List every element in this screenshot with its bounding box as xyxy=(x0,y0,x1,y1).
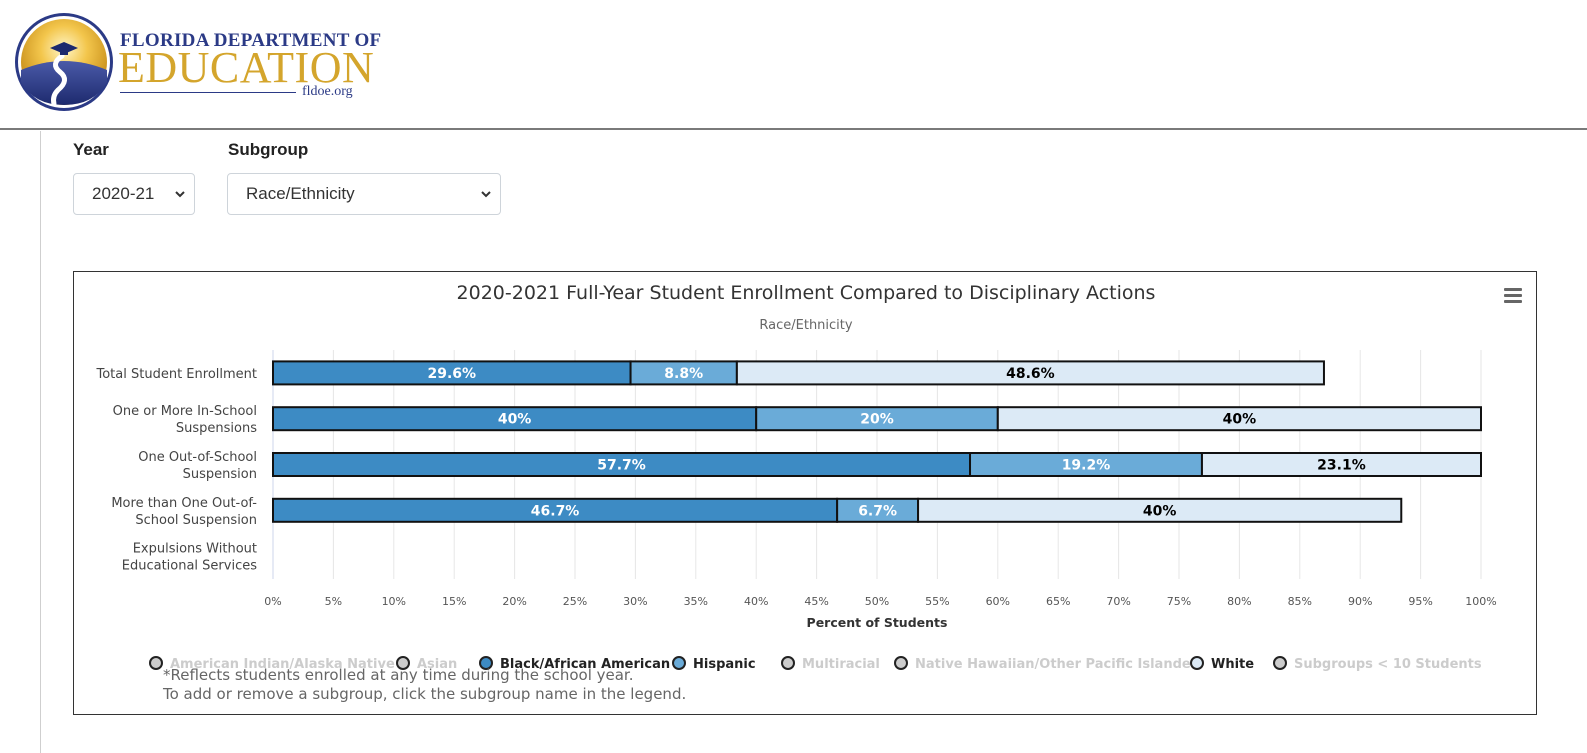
data-label: 40% xyxy=(1223,412,1257,428)
stacked-bar-chart: 2020-2021 Full-Year Student Enrollment C… xyxy=(96,282,1522,672)
x-tick-label: 5% xyxy=(325,595,342,608)
x-tick-label: 50% xyxy=(865,595,889,608)
x-tick-label: 20% xyxy=(502,595,526,608)
x-tick-label: 100% xyxy=(1465,595,1496,608)
legend-label: Black/African American xyxy=(500,657,670,672)
legend-marker xyxy=(1273,656,1287,670)
category-label: More than One Out-of-School Suspension xyxy=(111,496,257,528)
fldoe-logo[interactable]: FLORIDA DEPARTMENT OF EDUCATION fldoe.or… xyxy=(14,12,381,121)
x-tick-label: 10% xyxy=(382,595,406,608)
legend-marker xyxy=(479,656,493,670)
x-axis-title: Percent of Students xyxy=(807,615,948,630)
legend-item[interactable]: Asian xyxy=(396,656,457,672)
legend-item[interactable]: Multiracial xyxy=(781,656,880,672)
note-enrollment: *Reflects students enrolled at any time … xyxy=(163,666,634,684)
data-label: 8.8% xyxy=(664,366,703,382)
x-tick-label: 0% xyxy=(264,595,281,608)
logo-underline xyxy=(120,92,296,93)
legend-item[interactable]: American Indian/Alaska Native xyxy=(149,656,395,672)
site-header: FLORIDA DEPARTMENT OF EDUCATION fldoe.or… xyxy=(0,0,1587,130)
x-tick-label: 15% xyxy=(442,595,466,608)
legend-label: Multiracial xyxy=(802,657,880,672)
x-tick-label: 55% xyxy=(925,595,949,608)
legend-label: Subgroups < 10 Students xyxy=(1294,657,1482,672)
data-label: 57.7% xyxy=(597,458,646,474)
data-label: 40% xyxy=(1143,503,1177,519)
legend-label: White xyxy=(1211,657,1254,672)
x-tick-label: 60% xyxy=(986,595,1010,608)
x-tick-label: 45% xyxy=(804,595,828,608)
category-label: One or More In-School Suspensions xyxy=(113,404,258,436)
chart-container: 2020-2021 Full-Year Student Enrollment C… xyxy=(73,271,1537,715)
logo-site: fldoe.org xyxy=(302,84,353,99)
content-left-border xyxy=(40,131,41,753)
logo-line2: EDUCATION xyxy=(118,43,375,92)
category-labels: Total Student Enrollment One or More In-S… xyxy=(96,367,258,574)
legend-item[interactable]: Hispanic xyxy=(672,656,756,672)
note-legend-instructions: To add or remove a subgroup, click the s… xyxy=(163,685,687,703)
hamburger-menu-icon[interactable] xyxy=(1504,288,1522,303)
subgroup-select[interactable]: Race/Ethnicity xyxy=(227,173,501,215)
x-tick-label: 65% xyxy=(1046,595,1070,608)
year-select-value: 2020-21 xyxy=(92,184,155,203)
subgroup-label: Subgroup xyxy=(228,140,309,159)
chart-title: 2020-2021 Full-Year Student Enrollment C… xyxy=(457,282,1156,304)
legend-label: American Indian/Alaska Native xyxy=(170,657,395,672)
data-label: 20% xyxy=(860,412,894,428)
category-label: Expulsions Without Educational Services xyxy=(122,542,257,574)
x-tick-label: 25% xyxy=(563,595,587,608)
subgroup-select-value: Race/Ethnicity xyxy=(246,184,355,203)
legend-label: Native Hawaiian/Other Pacific Islander xyxy=(915,657,1198,672)
x-tick-label: 90% xyxy=(1348,595,1372,608)
x-tick-label: 35% xyxy=(684,595,708,608)
x-tick-label: 85% xyxy=(1288,595,1312,608)
category-label: Total Student Enrollment xyxy=(96,367,258,382)
data-label: 29.6% xyxy=(427,366,476,382)
legend-item[interactable]: Black/African American xyxy=(479,656,670,672)
chart-subtitle: Race/Ethnicity xyxy=(759,318,852,333)
x-tick-label: 95% xyxy=(1408,595,1432,608)
legend-marker xyxy=(894,656,908,670)
data-label: 6.7% xyxy=(858,503,897,519)
year-label: Year xyxy=(73,140,109,159)
legend-item[interactable]: Subgroups < 10 Students xyxy=(1273,656,1482,672)
category-label: One Out-of-School Suspension xyxy=(138,450,257,482)
x-tick-label: 40% xyxy=(744,595,768,608)
fldoe-logo-graphic xyxy=(15,13,113,111)
data-label: 46.7% xyxy=(531,503,580,519)
data-label: 19.2% xyxy=(1062,458,1111,474)
legend-label: Asian xyxy=(417,657,457,672)
chart-legend: American Indian/Alaska Native Asian Black/… xyxy=(149,656,1482,672)
x-tick-label: 70% xyxy=(1106,595,1130,608)
x-tick-label: 30% xyxy=(623,595,647,608)
x-axis-ticks: 0% 5% 10% 15% 20% 25% 30% 35% 40% 45% 50% 55% 60% 65%… xyxy=(264,595,1496,608)
x-tick-label: 75% xyxy=(1167,595,1191,608)
legend-item[interactable]: Native Hawaiian/Other Pacific Islander xyxy=(894,656,1198,672)
legend-marker xyxy=(149,656,163,670)
logo-line1: FLORIDA DEPARTMENT OF xyxy=(120,30,382,51)
data-label: 40% xyxy=(498,412,532,428)
year-select[interactable]: 2020-21 xyxy=(73,173,195,215)
chevron-down-icon xyxy=(175,191,185,198)
bar-segment xyxy=(917,497,1403,523)
legend-marker xyxy=(781,656,795,670)
legend-marker xyxy=(396,656,410,670)
legend-item[interactable]: White xyxy=(1190,656,1254,672)
x-tick-label: 80% xyxy=(1227,595,1251,608)
chevron-down-icon xyxy=(481,191,491,198)
legend-marker xyxy=(672,656,686,670)
data-label: 48.6% xyxy=(1006,366,1055,382)
legend-label: Hispanic xyxy=(693,657,756,672)
legend-marker xyxy=(1190,656,1204,670)
bars: 29.6% 8.8% 48.6% 40% 20% 40% 57.7% 19.2% 23.1% 46… xyxy=(272,360,1483,523)
bar-segment xyxy=(735,360,1325,386)
data-label: 23.1% xyxy=(1317,458,1366,474)
bar-segment xyxy=(1200,452,1483,477)
bar-segment xyxy=(996,406,1482,432)
